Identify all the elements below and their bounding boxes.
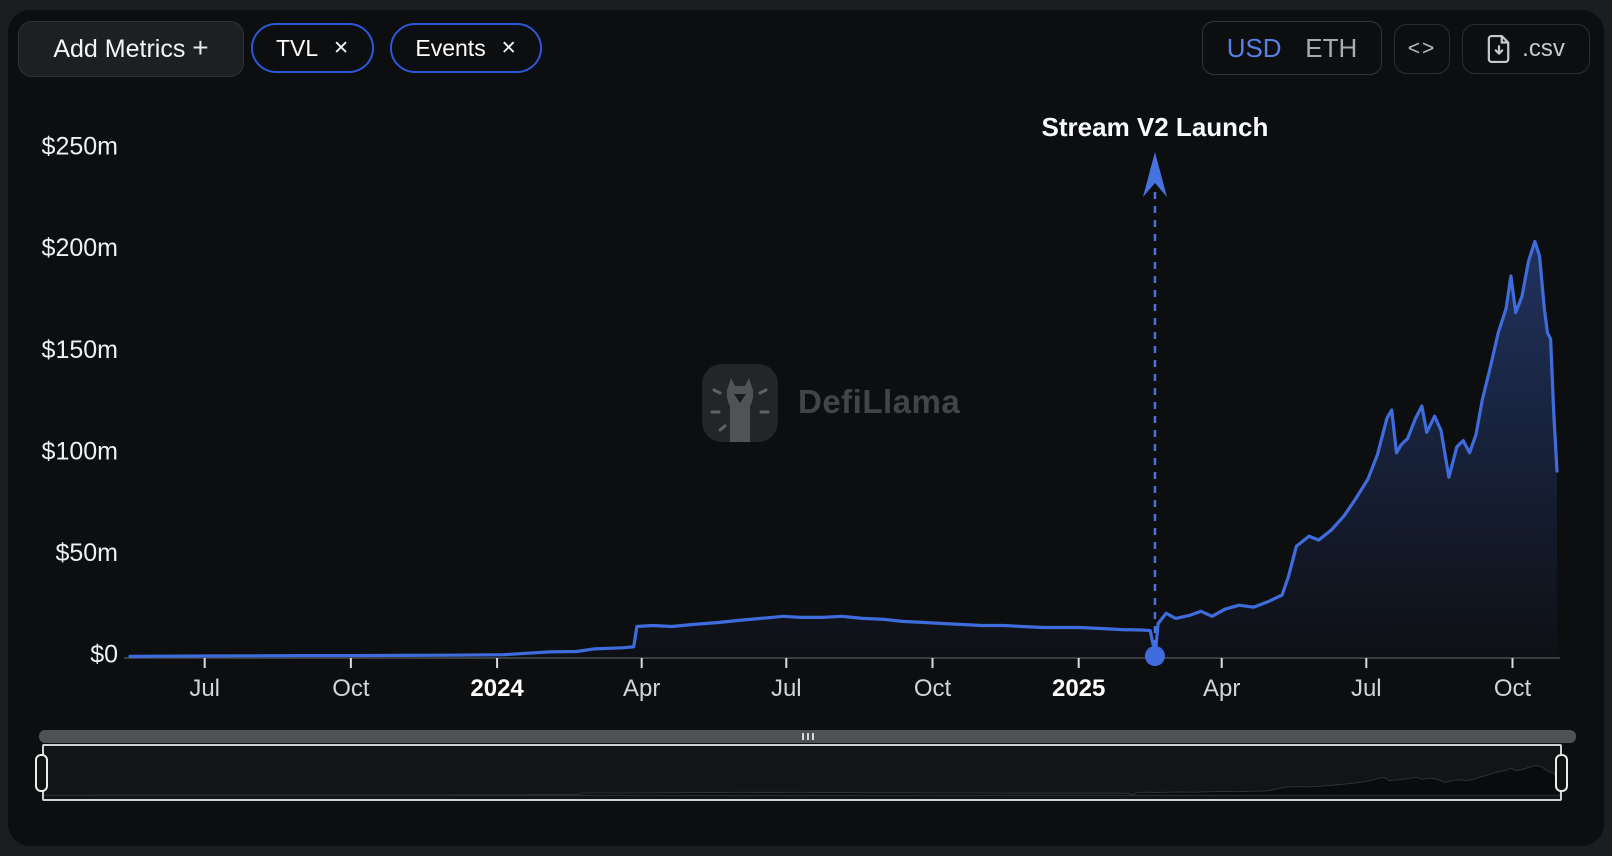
brush-window[interactable] [42, 744, 1562, 801]
tvl-area-fill [130, 241, 1557, 658]
brush-handle-right[interactable] [1555, 754, 1568, 792]
event-marker-group: Stream V2 Launch [1042, 112, 1269, 666]
plus-icon: + [192, 32, 209, 63]
svg-text:$200m: $200m [42, 234, 118, 262]
currency-eth-button[interactable]: ETH [1305, 32, 1358, 63]
brush-grip-icon[interactable] [801, 733, 814, 740]
svg-text:Apr: Apr [1203, 675, 1240, 702]
event-arrow-icon [1142, 152, 1167, 197]
brush-scrollbar[interactable] [39, 730, 1576, 743]
svg-text:Oct: Oct [332, 675, 370, 702]
metric-pill-events[interactable]: Events ✕ [390, 23, 542, 73]
svg-text:$0: $0 [90, 641, 118, 669]
event-label: Stream V2 Launch [1042, 112, 1269, 142]
csv-button-label: .csv [1522, 35, 1565, 62]
svg-text:Jul: Jul [771, 675, 802, 702]
svg-text:Oct: Oct [914, 675, 952, 702]
svg-text:Apr: Apr [623, 675, 660, 702]
brush-handle-left[interactable] [35, 754, 48, 792]
metric-pill-tvl[interactable]: TVL ✕ [251, 23, 374, 73]
svg-text:$100m: $100m [42, 437, 118, 465]
event-dot[interactable] [1144, 646, 1165, 666]
add-metrics-label: Add Metrics [53, 35, 186, 63]
code-icon: <> [1407, 37, 1437, 60]
close-icon[interactable]: ✕ [500, 37, 517, 59]
svg-text:$50m: $50m [55, 539, 118, 567]
metric-pill-events-label: Events [415, 34, 486, 61]
svg-text:Jul: Jul [1351, 675, 1382, 702]
x-axis-ticks: Jul Oct 2024 Apr Jul Oct 2025 Apr Jul Oct [189, 658, 1532, 702]
mini-chart [44, 765, 1560, 796]
close-icon[interactable]: ✕ [333, 37, 350, 59]
mini-area-silhouette [44, 765, 1560, 796]
svg-text:Jul: Jul [189, 675, 220, 702]
download-csv-button[interactable]: .csv [1462, 24, 1590, 74]
currency-toggle: USD ETH [1202, 21, 1382, 75]
file-download-icon [1487, 35, 1510, 63]
svg-text:$250m: $250m [42, 133, 118, 161]
chart-card [8, 10, 1604, 846]
svg-text:$150m: $150m [42, 336, 118, 364]
svg-text:2024: 2024 [470, 675, 524, 702]
svg-text:2025: 2025 [1052, 675, 1105, 702]
y-axis-labels: $0 $50m $100m $150m $200m $250m [42, 133, 118, 669]
add-metrics-button[interactable]: Add Metrics + [18, 21, 244, 77]
svg-text:Oct: Oct [1494, 675, 1532, 702]
embed-code-button[interactable]: <> [1394, 24, 1450, 74]
metric-pill-tvl-label: TVL [275, 34, 319, 61]
currency-usd-button[interactable]: USD [1226, 32, 1282, 63]
tvl-line [128, 239, 1559, 659]
